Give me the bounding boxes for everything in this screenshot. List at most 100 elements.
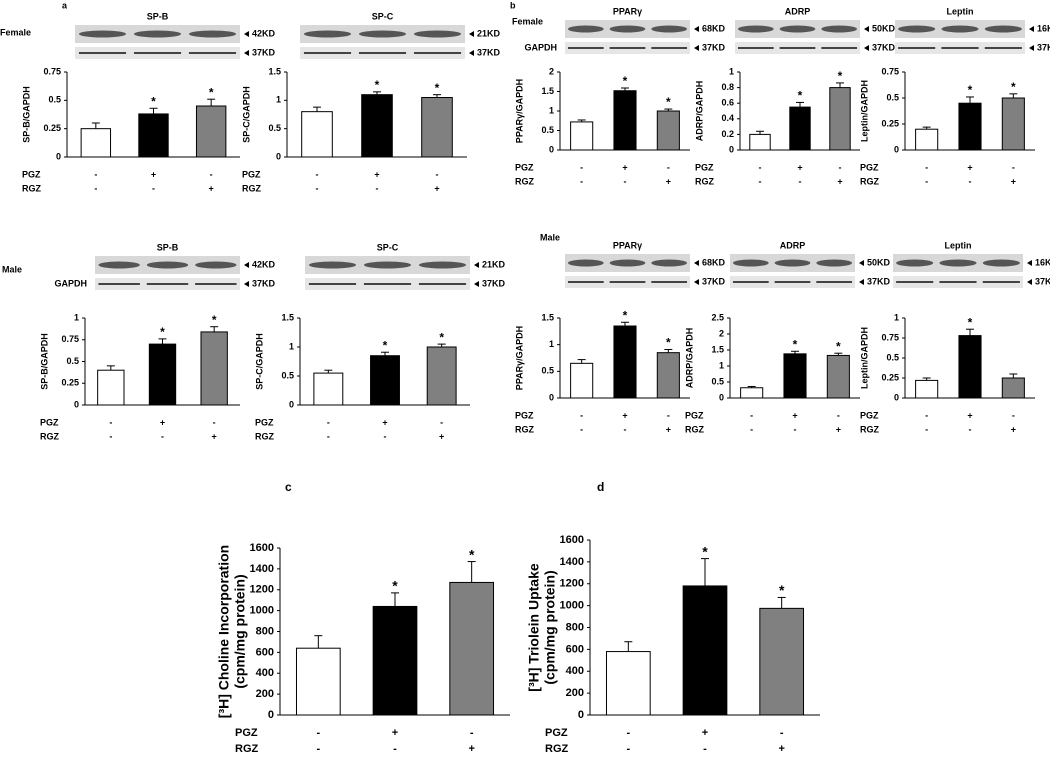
condition-mark: - bbox=[1012, 410, 1015, 420]
arrow bbox=[694, 260, 699, 266]
blot-band bbox=[898, 47, 936, 49]
condition-mark: + bbox=[151, 169, 156, 179]
blot-size-label: 37KD bbox=[702, 276, 726, 286]
bar-chart: 0 0.5 1 1.5 PPARγ/GAPDH - - * + - * - + PGZ RGZ bbox=[514, 308, 690, 434]
y-tick-label: 1.5 bbox=[281, 312, 294, 322]
significance-star: * bbox=[968, 315, 973, 329]
panel-label: c bbox=[285, 480, 292, 494]
y-tick-label: 0.2 bbox=[721, 129, 734, 139]
y-tick-label: 0.5 bbox=[66, 356, 79, 366]
blot-band bbox=[303, 52, 352, 54]
y-axis-label: PPARγ/GAPDH bbox=[514, 326, 524, 390]
condition-mark: - bbox=[327, 417, 330, 427]
condition-mark: + bbox=[666, 424, 671, 434]
condition-name: PGZ bbox=[545, 727, 568, 739]
condition-mark: + bbox=[666, 176, 671, 186]
blot-band bbox=[732, 259, 769, 267]
y-tick-label: 400 bbox=[256, 667, 274, 679]
y-tick-label: 1 bbox=[549, 105, 554, 115]
y-tick-label: 2.5 bbox=[711, 312, 724, 322]
blot-band bbox=[939, 259, 977, 267]
y-tick-label: 0.75 bbox=[881, 332, 899, 342]
y-tick-label: 0 bbox=[276, 151, 281, 161]
blot-band bbox=[821, 25, 858, 33]
bar bbox=[958, 102, 982, 151]
condition-mark: - bbox=[152, 183, 155, 193]
y-tick-label: 1400 bbox=[560, 556, 584, 568]
blot-band bbox=[982, 281, 1020, 283]
condition-mark: + bbox=[212, 431, 217, 441]
bar bbox=[783, 353, 807, 399]
blot-band bbox=[651, 25, 688, 33]
bar bbox=[295, 647, 341, 716]
condition-mark: - bbox=[667, 162, 670, 172]
y-tick-label: 0 bbox=[74, 399, 79, 409]
y-tick-label: 1200 bbox=[560, 578, 584, 590]
condition-mark: - bbox=[316, 169, 319, 179]
condition-mark: - bbox=[94, 183, 97, 193]
condition-mark: - bbox=[580, 162, 583, 172]
condition-mark: + bbox=[622, 410, 627, 420]
y-axis-label: (cpm/mg protein) bbox=[232, 574, 248, 688]
blot-band bbox=[821, 47, 858, 49]
blot-band bbox=[567, 259, 604, 267]
condition-mark: - bbox=[759, 162, 762, 172]
significance-star: * bbox=[469, 546, 475, 562]
western-blot: Leptin 16KD 37KD bbox=[893, 240, 1050, 288]
bar bbox=[749, 133, 771, 151]
blot-size-label: 37KD bbox=[252, 47, 276, 57]
blot-band bbox=[133, 30, 182, 38]
significance-star: * bbox=[392, 578, 398, 594]
condition-mark: - bbox=[759, 176, 762, 186]
y-tick-label: 0.25 bbox=[61, 378, 79, 388]
y-tick-label: 0.6 bbox=[721, 98, 734, 108]
bar bbox=[789, 106, 811, 151]
blot-title: SP-C bbox=[377, 242, 399, 252]
condition-name: PGZ bbox=[255, 417, 274, 427]
bar bbox=[740, 387, 764, 399]
y-axis-label: (cpm/mg protein) bbox=[542, 570, 558, 684]
blot-band bbox=[363, 261, 412, 269]
blot-size-label: 50KD bbox=[872, 23, 896, 33]
condition-mark: - bbox=[580, 176, 583, 186]
panel-label: b bbox=[510, 0, 516, 10]
bar bbox=[370, 355, 400, 406]
condition-name: RGZ bbox=[860, 424, 880, 434]
blot-band bbox=[609, 259, 646, 267]
blot-band bbox=[732, 281, 769, 283]
bar-chart: 0 0.5 1 1.5 2 PPARγ/GAPDH - - * + - * - + PGZ RGZ bbox=[514, 66, 690, 186]
condition-mark: - bbox=[327, 431, 330, 441]
condition-mark: + bbox=[209, 183, 214, 193]
blot-band bbox=[816, 281, 853, 283]
bar bbox=[195, 105, 227, 158]
condition-name: RGZ bbox=[515, 176, 535, 186]
y-tick-label: 1400 bbox=[250, 563, 274, 575]
y-tick-label: 1 bbox=[276, 95, 281, 105]
blot-band bbox=[358, 30, 407, 38]
bar bbox=[148, 343, 177, 406]
condition-mark: + bbox=[468, 743, 474, 755]
western-blot: ADRP 50KD 37KD bbox=[735, 6, 896, 54]
blot-band bbox=[358, 52, 407, 54]
condition-mark: + bbox=[792, 410, 797, 420]
western-blot: SP-C 21KD 37KD bbox=[305, 242, 506, 290]
arrow bbox=[694, 26, 699, 32]
y-tick-label: 1 bbox=[549, 339, 554, 349]
blot-band bbox=[195, 261, 237, 269]
blot-band bbox=[146, 261, 189, 269]
significance-star: * bbox=[798, 89, 803, 103]
condition-mark: - bbox=[440, 417, 443, 427]
western-blot: SP-B 42KD 37KD bbox=[75, 11, 276, 59]
arrow bbox=[244, 50, 249, 56]
y-tick-label: 0.5 bbox=[541, 125, 554, 135]
blot-band bbox=[941, 25, 979, 33]
bar-chart: 0 0.25 0.5 0.75 1 Leptin/GAPDH - - * + - - + PGZ RGZ bbox=[859, 312, 1035, 434]
condition-name: RGZ bbox=[255, 431, 275, 441]
condition-mark: - bbox=[799, 176, 802, 186]
bar bbox=[200, 331, 228, 406]
blot-band bbox=[567, 47, 604, 49]
blot-size-label: 68KD bbox=[702, 257, 726, 267]
arrow bbox=[474, 262, 479, 268]
significance-star: * bbox=[666, 336, 671, 350]
y-tick-label: 2 bbox=[719, 328, 724, 338]
